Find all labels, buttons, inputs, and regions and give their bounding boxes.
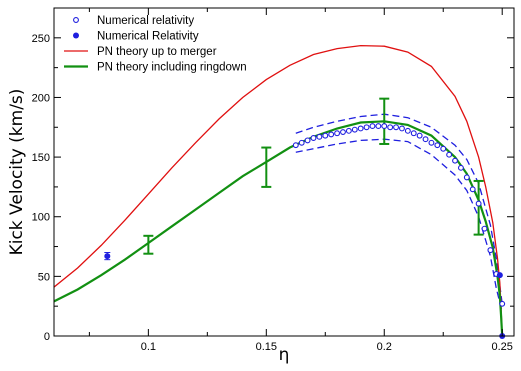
- y-tick-label: 50: [38, 271, 50, 283]
- nr-open-point: [469, 186, 476, 193]
- error-bar: [379, 97, 390, 145]
- nr-open-point: [416, 132, 423, 139]
- x-tick-label: 0.25: [491, 341, 512, 353]
- nr-open-point: [304, 137, 311, 144]
- nr-open-point: [292, 142, 299, 149]
- nr-open-point: [387, 124, 394, 131]
- plot-area: [54, 44, 506, 339]
- x-tick-label: 0.1: [141, 341, 156, 353]
- nr-open-point: [475, 200, 482, 207]
- nr-open-point: [334, 130, 341, 137]
- legend-item: Numerical Relativity: [73, 31, 199, 43]
- nr-open-point: [340, 129, 346, 135]
- y-tick-label: 100: [32, 212, 50, 224]
- nr-open-point: [393, 124, 400, 131]
- legend-open-circle-marker: [73, 17, 79, 23]
- error-bar: [143, 234, 154, 255]
- plot-frame: [53, 7, 515, 337]
- nr-open-point: [310, 135, 317, 141]
- nr-open-point: [452, 157, 458, 164]
- x-tick-label: 0.2: [377, 341, 392, 353]
- legend-item: Numerical relativity: [73, 15, 194, 27]
- nr-open-point: [345, 127, 352, 134]
- axes: 0.1 0.15 0.2 0.25 0 50 100 150 200 250: [32, 8, 514, 353]
- nr-open-point: [351, 126, 358, 133]
- x-axis-title: η: [279, 345, 290, 365]
- nr-open-point: [398, 125, 405, 132]
- nr-open-point: [363, 124, 370, 131]
- nr-open-point: [375, 123, 382, 130]
- nr-open-point: [440, 145, 447, 152]
- nr-open-point: [298, 139, 305, 146]
- pn-ringdown-line: [54, 120, 504, 336]
- legend-label: Numerical relativity: [97, 15, 194, 27]
- y-tick-label: 0: [44, 331, 50, 343]
- error-bar: [473, 179, 484, 236]
- nr-open-point: [481, 225, 488, 232]
- legend-label: PN theory up to merger: [97, 46, 217, 58]
- nr-open-point: [381, 123, 388, 130]
- nr-open-point: [434, 142, 441, 149]
- nr-open-point: [404, 127, 411, 134]
- nr-open-point: [428, 139, 435, 146]
- nr-open-point: [463, 174, 470, 181]
- nr-open-point: [328, 131, 335, 138]
- nr-open-point: [487, 247, 494, 254]
- legend-label: Numerical Relativity: [97, 31, 199, 43]
- nr-open-point: [499, 300, 506, 307]
- nr-open-point: [357, 125, 364, 132]
- y-tick-label: 150: [32, 152, 50, 164]
- x-tick-label: 0.15: [256, 341, 277, 353]
- nr-open-point: [322, 132, 329, 139]
- nr-filled-point: [496, 272, 503, 279]
- legend-label: PN theory including ringdown: [97, 62, 247, 74]
- nr-open-point: [457, 164, 464, 171]
- nr-band-upper-line: [295, 113, 503, 304]
- nr-filled-point: [104, 253, 111, 260]
- nr-open-point: [410, 130, 417, 137]
- nr-open-point: [446, 151, 453, 158]
- legend-item: PN theory up to merger: [64, 46, 217, 58]
- nr-open-point: [369, 123, 376, 130]
- legend: Numerical relativity Numerical Relativity…: [64, 15, 247, 74]
- pn-merger-line: [54, 44, 503, 336]
- y-tick-label: 250: [32, 33, 50, 45]
- nr-open-point: [316, 133, 323, 140]
- y-tick-label: 200: [32, 92, 50, 104]
- legend-filled-circle-marker: [73, 32, 79, 39]
- y-axis-title: Kick Velocity (km/s): [7, 89, 27, 256]
- legend-item: PN theory including ringdown: [64, 62, 247, 74]
- nr-open-point: [422, 136, 429, 143]
- error-bar: [261, 146, 272, 188]
